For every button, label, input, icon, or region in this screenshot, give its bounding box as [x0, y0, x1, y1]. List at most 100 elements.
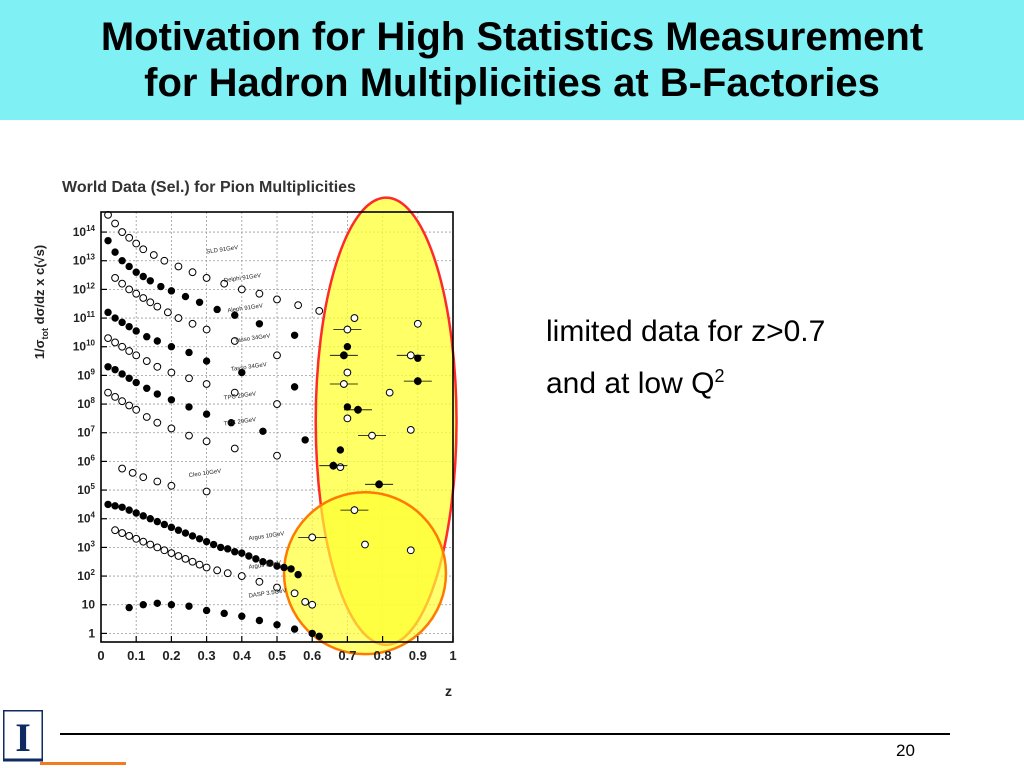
data-point: [343, 414, 352, 423]
data-point: [167, 549, 176, 558]
series-label: Cleo 10GeV: [188, 469, 221, 479]
y-tick-exponent: 7: [91, 425, 96, 434]
data-point: [336, 446, 345, 454]
x-tick-label: 0.9: [409, 648, 427, 663]
data-point: [385, 388, 394, 397]
y-tick-exponent: 6: [91, 453, 96, 462]
y-tick-base: 10: [82, 598, 96, 612]
data-point: [220, 609, 228, 618]
y-tick-base: 10: [77, 540, 91, 554]
data-point: [118, 279, 127, 288]
data-point: [153, 517, 162, 526]
data-point: [132, 509, 140, 517]
data-point: [125, 401, 134, 410]
series-label: Argus 3GeV: [248, 560, 281, 570]
y-tick-label: 1012: [73, 281, 96, 296]
data-point: [153, 543, 162, 552]
data-point: [238, 612, 246, 620]
data-point: [185, 602, 193, 610]
data-point: [167, 396, 176, 404]
data-point: [139, 537, 148, 546]
series-7: Cleo 10GeV: [118, 464, 222, 496]
y-tick-exponent: 14: [86, 224, 95, 233]
y-tick-label: 1010: [73, 339, 96, 354]
y-tick-exponent: 4: [91, 511, 96, 520]
data-point: [406, 351, 415, 360]
y-tick-base: 10: [73, 340, 87, 354]
data-point: [255, 289, 264, 298]
data-point: [273, 400, 281, 408]
note-line1: limited data for z>0.7: [546, 315, 826, 348]
note-line2: and at low Q2: [546, 354, 825, 406]
series-label: TPC 29GeV: [224, 391, 257, 401]
y-axis-label-rest: dσ/dz x c(√s): [32, 245, 47, 328]
data-point: [252, 555, 260, 563]
data-point: [273, 451, 281, 460]
series-9: Argus 3GeV: [111, 526, 415, 609]
data-point: [167, 424, 176, 433]
data-point: [216, 543, 225, 552]
y-axis-label: 1/σtot dσ/dz x c(√s): [32, 245, 50, 359]
y-tick-exponent: 10: [86, 339, 95, 348]
data-point: [213, 566, 222, 575]
y-tick-base: 10: [73, 311, 87, 325]
data-point: [118, 397, 127, 406]
data-point: [343, 325, 352, 334]
data-point: [142, 357, 151, 365]
data-point: [231, 548, 239, 556]
data-point: [273, 295, 281, 304]
slide-title-line2: for Hadron Multiplicities at B-Factories: [144, 61, 880, 105]
data-point: [146, 298, 155, 307]
logo-mark: I: [15, 715, 31, 760]
data-point: [287, 565, 295, 573]
data-point: [153, 599, 162, 607]
y-tick-label: 108: [77, 396, 95, 411]
y-tick-label: 10: [82, 598, 96, 612]
y-tick-label: 109: [77, 367, 95, 382]
data-point: [125, 603, 133, 612]
y-tick-label: 104: [77, 511, 95, 526]
data-point: [231, 311, 239, 319]
data-point: [118, 370, 126, 378]
data-point: [153, 477, 162, 486]
data-point: [125, 374, 133, 382]
data-point: [125, 322, 133, 331]
data-point: [224, 545, 232, 553]
data-point: [111, 274, 119, 282]
data-point: [153, 302, 162, 311]
data-point: [125, 233, 134, 242]
data-point: [139, 294, 148, 302]
data-point: [181, 529, 190, 537]
data-point: [230, 444, 239, 453]
data-point: [143, 333, 151, 341]
data-point: [213, 305, 221, 314]
data-point: [255, 616, 264, 625]
data-point: [202, 537, 211, 546]
data-point: [188, 557, 197, 566]
y-tick-base: 1: [88, 626, 95, 640]
footer-rule: [60, 733, 950, 735]
data-point: [368, 431, 376, 440]
data-point: [111, 502, 119, 510]
y-tick-label: 103: [77, 539, 95, 554]
data-point: [174, 526, 183, 534]
x-tick-label: 0.6: [303, 648, 321, 663]
data-point: [160, 546, 169, 555]
y-tick-base: 10: [77, 569, 91, 583]
data-point: [273, 583, 281, 592]
data-point: [143, 384, 151, 393]
slide-title-line1: Motivation for High Statistics Measureme…: [100, 15, 924, 59]
data-point: [104, 388, 112, 397]
chart-title: World Data (Sel.) for Pion Multiplicitie…: [62, 179, 356, 196]
data-point: [104, 363, 112, 371]
data-point: [139, 245, 148, 254]
data-point: [237, 572, 246, 580]
data-point: [132, 268, 140, 276]
data-point: [280, 563, 288, 572]
data-point: [149, 251, 158, 259]
data-point: [125, 347, 134, 355]
slide-title: Motivation for High Statistics Measureme…: [101, 14, 923, 106]
data-point: [273, 562, 281, 570]
data-point: [375, 480, 383, 489]
series-label: Aleph 91GeV: [227, 303, 263, 314]
